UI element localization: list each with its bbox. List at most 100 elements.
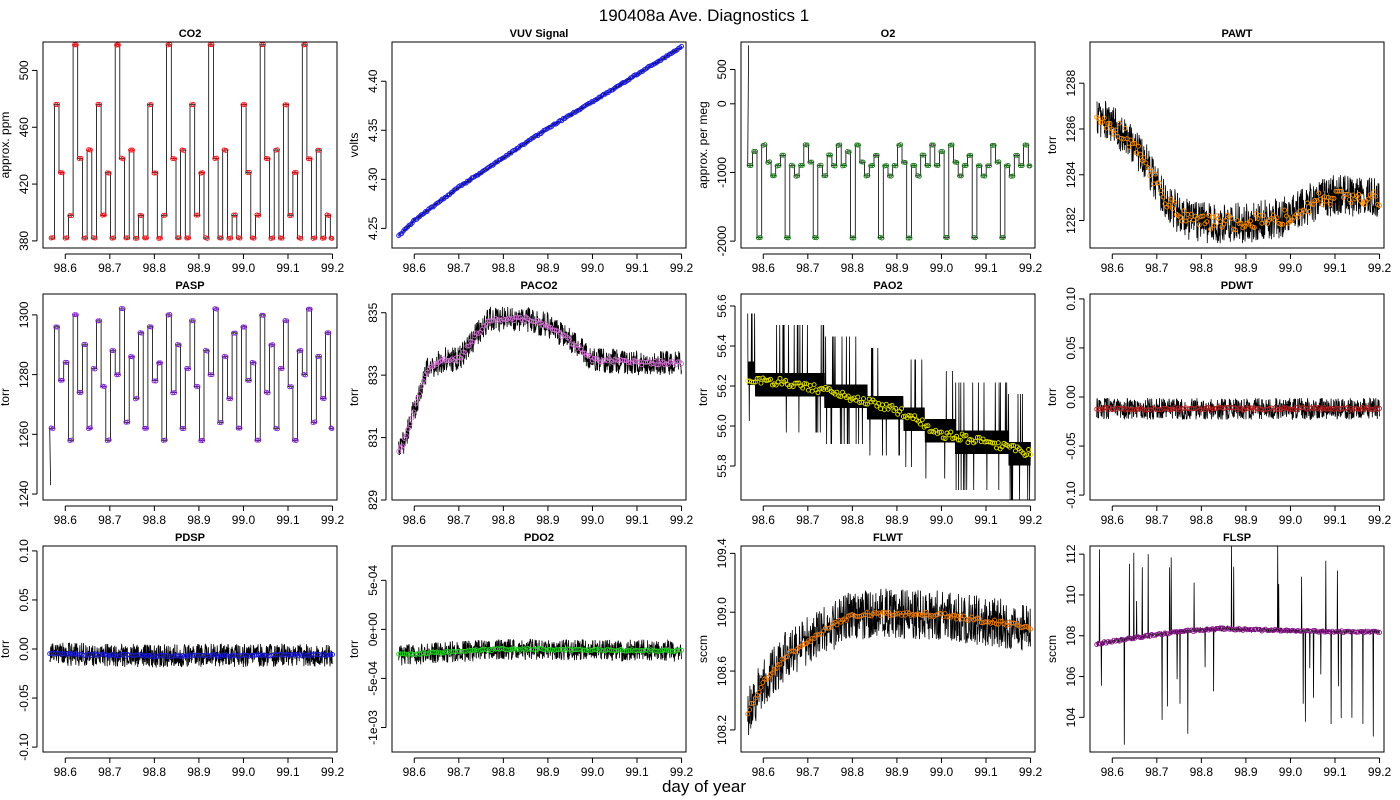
y-tick-label: 109.0: [715, 597, 729, 627]
y-tick-label: 56.4: [715, 334, 729, 358]
y-axis-label: torr: [347, 388, 361, 406]
x-tick-label: 99.1: [974, 513, 998, 527]
data-point: [176, 342, 182, 348]
data-point: [1010, 173, 1016, 179]
data-point: [843, 617, 849, 623]
y-tick-label: 1280: [17, 361, 31, 388]
data-point: [992, 617, 997, 623]
data-point: [815, 390, 821, 396]
data-point: [190, 318, 196, 324]
data-point: [307, 306, 313, 312]
data-point: [420, 378, 426, 384]
data-point: [289, 212, 294, 218]
data-point: [961, 163, 967, 168]
data-point: [1270, 212, 1276, 218]
plot-frame: [391, 41, 687, 249]
data-point: [170, 156, 176, 162]
data-point: [83, 235, 89, 241]
data-point: [748, 163, 754, 169]
data-point: [315, 147, 321, 153]
data-point: [190, 102, 196, 107]
data-point: [423, 209, 429, 214]
x-tick-label: 99.2: [321, 765, 345, 779]
data-point: [800, 385, 806, 391]
x-tick-label: 98.9: [1234, 261, 1258, 275]
data-point: [1143, 160, 1149, 166]
data-point: [557, 330, 563, 336]
figure-title: 190408a Ave. Diagnostics 1: [599, 6, 809, 25]
data-point: [1248, 405, 1253, 411]
x-tick-label: 98.6: [752, 261, 776, 275]
panel-pdsp: PDSP torr 98.6 98.7 98.8 98.9 99.0 99.1 99.2 -0.1…: [0, 532, 345, 779]
data-point: [1177, 214, 1183, 220]
x-tick-label: 99.2: [1368, 765, 1392, 779]
x-tick-label: 99.2: [670, 765, 694, 779]
y-axis: 380 420 460 500: [17, 60, 38, 251]
data-point: [677, 647, 683, 653]
x-tick-label: 98.7: [1145, 513, 1169, 527]
data-point: [81, 235, 87, 241]
data-point: [1137, 151, 1143, 157]
x-tick-label: 99.0: [581, 513, 605, 527]
data-point: [973, 438, 978, 444]
data-point: [148, 102, 154, 108]
x-tick-label: 99.0: [1279, 261, 1303, 275]
data-point: [1160, 194, 1166, 200]
y-axis-label: torr: [1045, 388, 1059, 406]
data-point: [1363, 405, 1369, 411]
data-point: [268, 342, 274, 348]
data-point: [924, 162, 930, 168]
data-point: [151, 378, 157, 384]
data-point: [754, 376, 760, 381]
panel-co2: CO2 approx. ppm 98.6 98.7 98.8 98.9 99.0 99.1 99…: [0, 28, 345, 275]
data-point: [874, 152, 880, 158]
data-point: [1208, 226, 1214, 232]
data-point: [768, 376, 773, 382]
x-tick-label: 98.8: [841, 513, 865, 527]
data-point: [55, 324, 61, 330]
data-point: [1008, 173, 1014, 179]
data-point: [888, 173, 894, 179]
x-tick-label: 98.8: [841, 261, 865, 275]
y-tick-label: 1300: [17, 301, 31, 328]
data-point: [114, 42, 120, 48]
data-point: [1098, 120, 1103, 125]
data-point: [193, 212, 199, 218]
data-point: [298, 235, 304, 241]
data-point: [125, 235, 131, 241]
x-axis: 98.6 98.7 98.8 98.9 99.0 99.1 99.2: [54, 505, 345, 527]
data-point: [1141, 155, 1147, 161]
data-point: [218, 419, 224, 425]
data-point: [396, 449, 402, 454]
data-point: [777, 661, 783, 667]
data-point: [872, 153, 878, 158]
x-tick-label: 98.9: [885, 765, 909, 779]
data-point: [284, 318, 290, 324]
data-point: [1236, 405, 1242, 411]
data-point: [1115, 134, 1121, 139]
data-point: [95, 318, 101, 324]
x-tick-label: 99.2: [1019, 765, 1043, 779]
data-point: [967, 437, 973, 442]
data-point: [279, 235, 285, 241]
data-point: [515, 315, 521, 321]
data-point: [622, 358, 628, 363]
data-point: [188, 102, 194, 108]
x-tick-label: 98.7: [98, 513, 122, 527]
x-tick-label: 99.1: [1323, 261, 1347, 275]
data-point: [1331, 195, 1337, 201]
data-point: [153, 378, 159, 384]
data-point: [1012, 448, 1018, 454]
data-point: [69, 213, 75, 219]
plot-frame: [1089, 41, 1385, 249]
data-point: [57, 169, 63, 175]
data-point: [902, 160, 908, 165]
y-tick-label: 108.6: [715, 656, 729, 686]
data-point: [184, 365, 190, 371]
data-point: [55, 101, 61, 107]
data-point: [1377, 630, 1382, 635]
data-point: [424, 369, 430, 375]
data-point: [966, 153, 972, 159]
data-point: [976, 434, 982, 440]
data-point: [750, 700, 756, 706]
